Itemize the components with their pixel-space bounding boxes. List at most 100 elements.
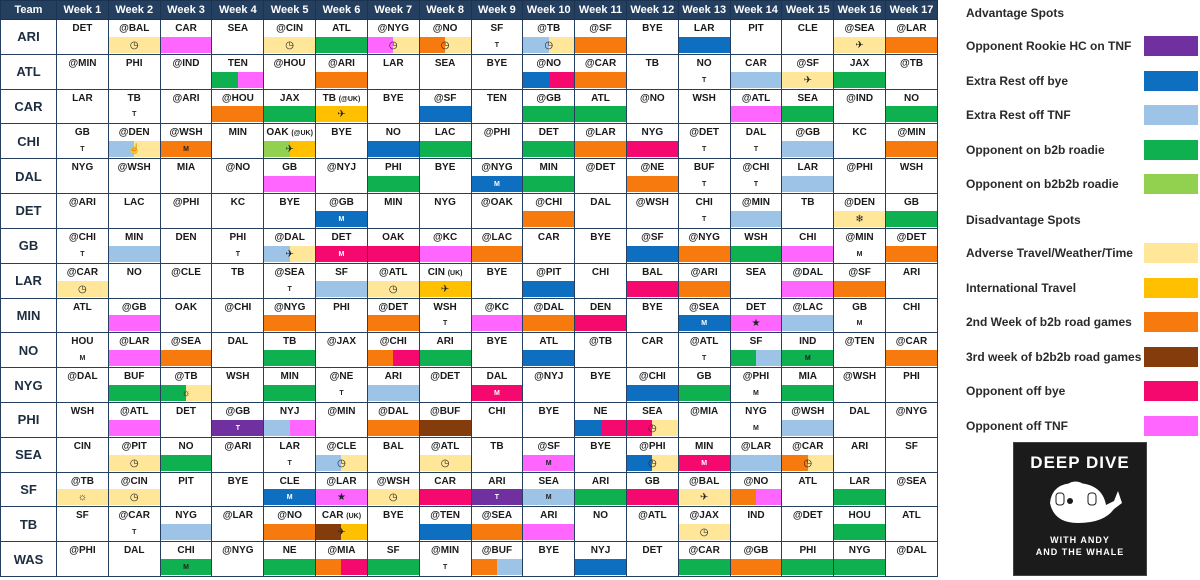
spot-bar	[264, 315, 315, 332]
game-cell: @MIN	[315, 401, 368, 438]
clock-icon: ◷	[129, 457, 139, 469]
opponent-label: OAK	[382, 231, 405, 243]
game-cell: MIN	[366, 193, 420, 229]
game-cell: CAR	[159, 19, 213, 55]
spot-bar	[627, 37, 677, 53]
spot-segment	[782, 454, 808, 471]
game-day-marker: M	[183, 564, 189, 571]
spot-bar	[524, 246, 574, 262]
spot-segment	[316, 106, 367, 123]
spot-segment	[782, 559, 833, 575]
game-cell: @LAR ★	[315, 471, 368, 508]
spot-segment	[368, 315, 419, 332]
game-cell: @PHI	[470, 123, 524, 160]
game-cell: @ATL	[625, 506, 679, 543]
week-header: Week 9	[470, 0, 524, 20]
spot-bar	[731, 281, 781, 297]
spot-bar	[731, 315, 781, 332]
spot-bar	[472, 281, 522, 297]
spot-bar	[368, 72, 418, 88]
game-cell: @CAR ◷	[781, 436, 835, 473]
opponent-label: @ARI	[224, 440, 252, 452]
opponent-label: @CHI	[638, 371, 666, 383]
legend-swatch	[1144, 243, 1198, 263]
game-cell: GB	[625, 471, 679, 508]
game-cell: @PHI M	[729, 367, 783, 403]
opponent-label: WSH	[692, 92, 716, 104]
spot-segment	[109, 141, 135, 158]
opponent-label: CHI	[488, 405, 506, 417]
spot-bar	[783, 37, 833, 53]
game-day-marker: T	[235, 424, 240, 432]
spot-segment	[834, 559, 885, 575]
opponent-label: @WSH	[376, 475, 410, 487]
opponent-location: (@UK)	[291, 130, 313, 138]
opponent-label: @PHI	[483, 127, 511, 139]
spot-bar	[264, 36, 315, 53]
game-cell: @CHI	[366, 332, 420, 369]
game-cell: @IND	[833, 88, 886, 125]
team-name: CAR	[0, 88, 57, 125]
spot-bar	[161, 350, 211, 367]
game-cell: @SF M	[522, 436, 576, 473]
opponent-label: ARI	[902, 266, 921, 278]
game-cell: @GB	[107, 297, 161, 334]
game-cell: LAR	[677, 19, 731, 55]
game-cell: @TEN	[418, 506, 472, 543]
spot-segment	[264, 176, 315, 193]
spot-bar	[109, 559, 159, 575]
game-cell: MIA	[781, 367, 835, 403]
spot-bar	[161, 420, 211, 436]
opponent-label: @PIT	[121, 440, 147, 452]
opponent-label: @GB	[329, 197, 354, 209]
opponent-label: @GB	[536, 92, 562, 104]
opponent-label: @PHI	[69, 545, 96, 557]
spot-bar	[834, 71, 885, 88]
opponent-label: SF	[490, 23, 504, 34]
deep-dive-logo: DEEP DIVE WITH ANDY AND THE WHALE	[1013, 442, 1147, 576]
game-cell: @NO	[211, 158, 265, 195]
spot-bar	[627, 141, 678, 158]
opponent-label: MIA	[798, 371, 817, 383]
spot-bar	[161, 211, 211, 227]
spot-bar	[316, 36, 367, 53]
game-cell: @TB ☼	[159, 367, 213, 403]
game-cell: OAK	[366, 227, 420, 264]
opponent-label: KC	[230, 197, 246, 209]
opponent-label: @SEA	[274, 266, 305, 278]
game-cell: @BAL ✈	[677, 471, 731, 508]
game-cell: MIN	[522, 158, 576, 195]
opponent-label: @IND	[172, 57, 200, 69]
schedule-body: ARI DET @BAL ◷ CAR SEA @CIN ◷ ATL @NYG ◷ @NO ◷ SF T @TB…	[0, 19, 938, 577]
spot-segment	[420, 280, 471, 297]
spot-bar	[576, 281, 626, 297]
opponent-label: @CHI	[535, 197, 563, 209]
spot-bar	[835, 455, 885, 471]
opponent-label: @ARI	[68, 197, 96, 209]
spot-bar	[57, 280, 108, 297]
spot-bar	[575, 71, 626, 88]
spot-segment	[731, 71, 781, 88]
opponent-label: @TB	[537, 23, 561, 34]
opponent-name: OAK	[266, 127, 292, 139]
opponent-label: BYE	[642, 23, 663, 34]
opponent-label: ARI	[488, 475, 506, 487]
game-cell: JAX	[833, 53, 886, 90]
opponent-label: CAR	[434, 475, 456, 487]
spot-bar	[109, 36, 160, 53]
spot-segment	[679, 315, 730, 332]
spot-bar	[523, 489, 574, 506]
spot-bar	[213, 350, 263, 366]
legend-item: Opponent Rookie HC on TNF	[966, 36, 1198, 56]
spot-bar	[471, 315, 522, 332]
game-cell: @ARI	[315, 53, 368, 90]
team-name: NO	[0, 332, 57, 369]
game-cell: @NYJ	[315, 158, 368, 195]
opponent-label: @WSH	[169, 127, 203, 139]
spot-bar	[576, 211, 626, 227]
game-cell: @DAL ✈	[263, 227, 317, 264]
game-day-marker: M	[856, 250, 863, 258]
game-day-marker: M	[545, 459, 552, 467]
game-cell: WSH	[56, 401, 109, 438]
spot-bar	[420, 524, 471, 541]
